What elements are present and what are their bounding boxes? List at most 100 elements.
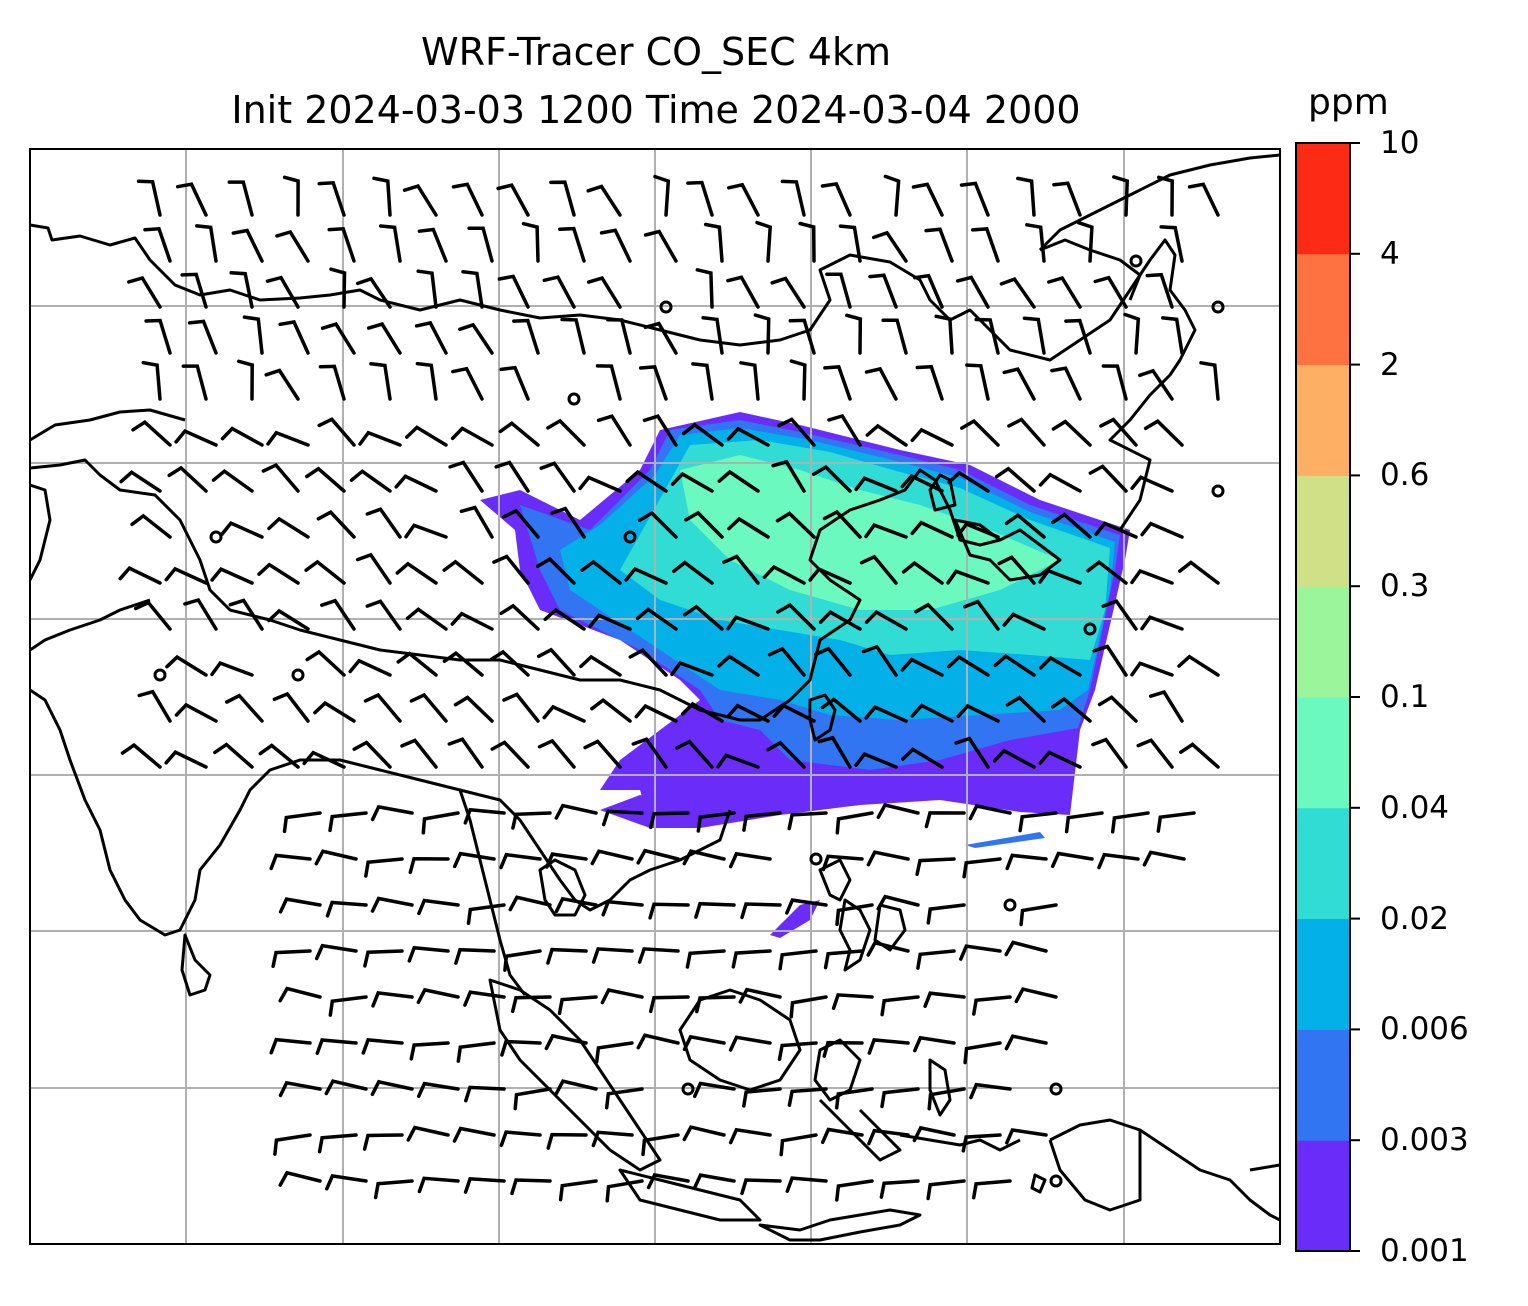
wind-barb <box>317 1133 358 1154</box>
wind-barb <box>742 811 782 832</box>
wind-barb <box>963 1041 1002 1065</box>
wind-barb <box>364 857 404 878</box>
wind-barb <box>814 646 852 677</box>
wind-barb <box>305 649 346 677</box>
wind-barb <box>1014 987 1058 1004</box>
wind-barb <box>314 943 358 961</box>
wind-barb <box>599 228 632 263</box>
wind-barb <box>685 949 726 969</box>
map-frame <box>29 148 1281 1245</box>
wind-barb <box>278 986 322 1003</box>
wind-barb <box>282 811 322 834</box>
wind-barb <box>558 1179 598 1202</box>
wind-barb <box>1022 316 1046 355</box>
wind-barb <box>588 613 632 631</box>
wind-barb <box>910 703 954 723</box>
wind-barb <box>545 852 588 869</box>
wind-barb <box>646 1172 690 1190</box>
wind-barb <box>686 180 714 217</box>
wind-barb <box>822 1040 864 1058</box>
wind-barb <box>637 947 680 964</box>
wind-barb <box>370 804 414 822</box>
wind-barb <box>901 560 944 585</box>
wind-barb <box>755 220 773 263</box>
wind-barb <box>187 319 218 355</box>
wind-barb <box>701 316 724 355</box>
wind-barb <box>916 949 956 970</box>
wind-barb <box>406 1125 450 1142</box>
wind-barb <box>1156 811 1196 833</box>
wind-barb <box>1148 690 1184 723</box>
wind-barb <box>915 364 944 401</box>
wind-barb <box>554 896 598 914</box>
wind-barb <box>164 566 208 585</box>
wind-barb <box>370 896 414 913</box>
wind-barb <box>225 693 264 723</box>
wind-barb <box>778 949 818 971</box>
wind-barb <box>779 1133 818 1157</box>
wind-barb <box>348 658 392 677</box>
wind-barb <box>728 1035 772 1052</box>
wind-barb <box>726 426 770 447</box>
wind-barb <box>766 740 806 769</box>
wind-barb <box>220 521 264 539</box>
wind-barb <box>405 607 448 631</box>
wind-barb <box>1052 181 1082 217</box>
wind-barb <box>365 599 402 631</box>
wind-barb <box>923 991 966 1008</box>
wind-barb <box>454 947 496 965</box>
wind-barb <box>261 462 300 493</box>
wind-barb <box>1038 568 1082 585</box>
wind-barb <box>696 811 736 833</box>
wind-barb <box>183 597 218 631</box>
wind-barb <box>820 697 862 723</box>
wind-barb <box>257 562 300 585</box>
wind-barb <box>448 460 484 493</box>
wind-barb <box>1016 176 1036 217</box>
wind-barb <box>362 1133 404 1151</box>
wind-barb <box>962 857 1002 879</box>
wind-barb <box>466 903 506 926</box>
wind-barb <box>692 1081 736 1099</box>
wind-barb <box>635 607 678 631</box>
wind-barb <box>1088 464 1128 493</box>
wind-barb <box>717 654 760 677</box>
wind-barb <box>726 275 760 309</box>
wind-barb <box>195 224 218 263</box>
wind-barb <box>901 747 944 769</box>
wind-barb <box>605 1179 644 1203</box>
wind-barb <box>974 317 1000 355</box>
wind-barb <box>499 852 542 870</box>
wind-barb <box>370 1079 414 1097</box>
wind-barb <box>999 276 1036 309</box>
wind-barb <box>442 559 484 585</box>
wind-barb <box>316 510 356 539</box>
wind-barb <box>211 468 254 493</box>
wind-barb <box>628 648 668 677</box>
colorbar-bin-8 <box>1296 253 1350 366</box>
wind-barb <box>510 995 552 1014</box>
wind-barb <box>960 418 1000 447</box>
wind-barb <box>407 945 450 963</box>
gridlines <box>30 149 1280 1244</box>
wind-barb <box>458 322 494 355</box>
wind-barb <box>1064 318 1092 355</box>
wind-barb <box>143 226 172 263</box>
wind-barb <box>456 1041 496 1063</box>
wind-barb <box>682 1034 726 1052</box>
wind-barb <box>695 995 736 1014</box>
wind-barb <box>579 654 622 677</box>
wind-barb <box>349 469 392 493</box>
wind-barb <box>459 505 494 539</box>
wind-barb <box>961 1133 1002 1153</box>
wind-barb <box>278 1080 322 1098</box>
wind-barb <box>738 987 782 1004</box>
wind-barb <box>328 995 368 1017</box>
wind-barb <box>1097 852 1140 870</box>
wind-barb <box>317 417 356 447</box>
wind-barb <box>831 993 874 1010</box>
wind-barb <box>278 320 310 355</box>
wind-barb <box>1076 220 1094 263</box>
wind-barb <box>777 417 816 447</box>
wind-barb <box>315 1038 358 1055</box>
